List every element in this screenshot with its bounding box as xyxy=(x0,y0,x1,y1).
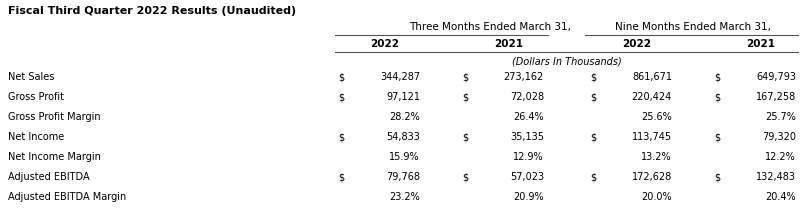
Text: 97,121: 97,121 xyxy=(386,92,420,102)
Text: Nine Months Ended March 31,: Nine Months Ended March 31, xyxy=(615,22,771,32)
Text: 20.4%: 20.4% xyxy=(766,192,796,202)
Text: 25.6%: 25.6% xyxy=(642,112,672,122)
Text: 167,258: 167,258 xyxy=(756,92,796,102)
Text: Gross Profit: Gross Profit xyxy=(8,92,64,102)
Text: 13.2%: 13.2% xyxy=(642,152,672,162)
Text: 20.0%: 20.0% xyxy=(642,192,672,202)
Text: 79,320: 79,320 xyxy=(762,132,796,142)
Text: 2021: 2021 xyxy=(494,39,523,49)
Text: 132,483: 132,483 xyxy=(756,172,796,182)
Text: 57,023: 57,023 xyxy=(510,172,544,182)
Text: Net Income Margin: Net Income Margin xyxy=(8,152,101,162)
Text: 28.2%: 28.2% xyxy=(390,112,420,122)
Text: $: $ xyxy=(714,72,720,82)
Text: (Dollars In Thousands): (Dollars In Thousands) xyxy=(512,56,622,66)
Text: Net Sales: Net Sales xyxy=(8,72,54,82)
Text: $: $ xyxy=(462,172,468,182)
Text: 861,671: 861,671 xyxy=(632,72,672,82)
Text: 273,162: 273,162 xyxy=(504,72,544,82)
Text: 12.2%: 12.2% xyxy=(766,152,796,162)
Text: 35,135: 35,135 xyxy=(510,132,544,142)
Text: Fiscal Third Quarter 2022 Results (Unaudited): Fiscal Third Quarter 2022 Results (Unaud… xyxy=(8,6,296,16)
Text: $: $ xyxy=(462,72,468,82)
Text: $: $ xyxy=(462,132,468,142)
Text: 26.4%: 26.4% xyxy=(514,112,544,122)
Text: 72,028: 72,028 xyxy=(510,92,544,102)
Text: $: $ xyxy=(590,72,596,82)
Text: $: $ xyxy=(590,172,596,182)
Text: Adjusted EBITDA: Adjusted EBITDA xyxy=(8,172,90,182)
Text: 15.9%: 15.9% xyxy=(390,152,420,162)
Text: 2021: 2021 xyxy=(746,39,775,49)
Text: Three Months Ended March 31,: Three Months Ended March 31, xyxy=(409,22,571,32)
Text: 23.2%: 23.2% xyxy=(390,192,420,202)
Text: $: $ xyxy=(714,92,720,102)
Text: $: $ xyxy=(714,172,720,182)
Text: Adjusted EBITDA Margin: Adjusted EBITDA Margin xyxy=(8,192,126,202)
Text: $: $ xyxy=(338,92,344,102)
Text: 25.7%: 25.7% xyxy=(765,112,796,122)
Text: Net Income: Net Income xyxy=(8,132,64,142)
Text: $: $ xyxy=(590,132,596,142)
Text: 54,833: 54,833 xyxy=(386,132,420,142)
Text: 113,745: 113,745 xyxy=(632,132,672,142)
Text: $: $ xyxy=(714,132,720,142)
Text: 12.9%: 12.9% xyxy=(514,152,544,162)
Text: Gross Profit Margin: Gross Profit Margin xyxy=(8,112,101,122)
Text: $: $ xyxy=(590,92,596,102)
Text: 2022: 2022 xyxy=(622,39,651,49)
Text: $: $ xyxy=(338,172,344,182)
Text: 2022: 2022 xyxy=(370,39,399,49)
Text: 649,793: 649,793 xyxy=(756,72,796,82)
Text: $: $ xyxy=(462,92,468,102)
Text: $: $ xyxy=(338,132,344,142)
Text: 220,424: 220,424 xyxy=(632,92,672,102)
Text: $: $ xyxy=(338,72,344,82)
Text: 79,768: 79,768 xyxy=(386,172,420,182)
Text: 344,287: 344,287 xyxy=(380,72,420,82)
Text: 172,628: 172,628 xyxy=(632,172,672,182)
Text: 20.9%: 20.9% xyxy=(514,192,544,202)
